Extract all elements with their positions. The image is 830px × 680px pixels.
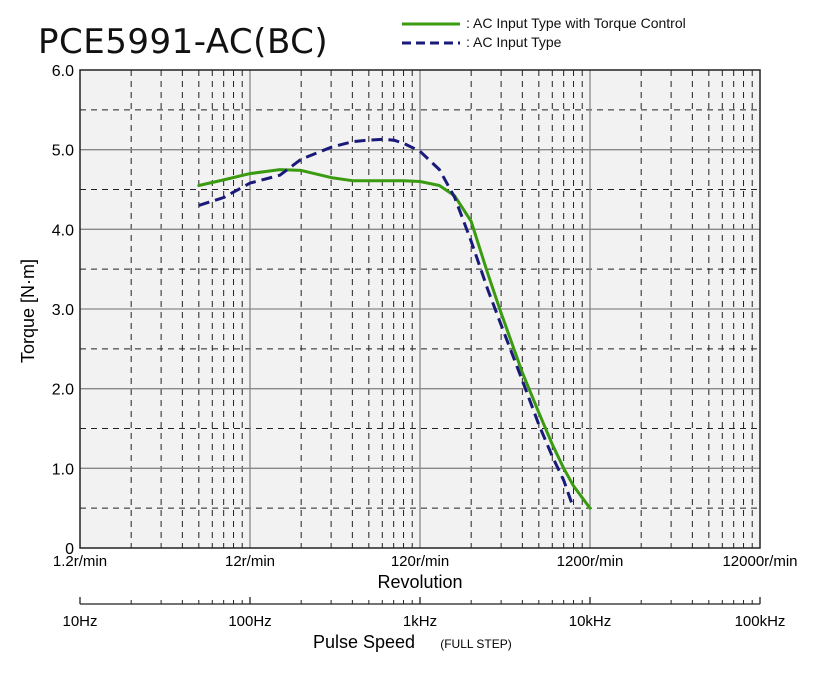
revolution-tick-label: 1200r/min [557,553,624,570]
pulse-axis-note: (FULL STEP) [440,637,512,651]
legend-label-torque-control: : AC Input Type with Torque Control [466,15,686,31]
y-tick-label: 6.0 [52,63,74,80]
y-tick-label: 0 [65,541,74,558]
revolution-tick-label: 12000r/min [722,553,797,570]
pulse-axis-label: Pulse Speed [313,632,415,652]
pulse-tick-label: 1kHz [403,613,437,630]
legend-swatch-solid [402,22,460,26]
legend: : AC Input Type with Torque Control : AC… [400,14,686,52]
pulse-tick-label: 10kHz [569,613,612,630]
legend-swatch-dashed [402,41,460,45]
series-line-ac-input [198,137,575,509]
y-tick-label: 5.0 [52,143,74,160]
y-tick-label: 1.0 [52,461,74,478]
chart-title: PCE5991-AC(BC) [38,22,329,62]
legend-item-ac-input: : AC Input Type [400,33,686,52]
pulse-tick-label: 100kHz [735,613,786,630]
pulse-tick-label: 10Hz [62,613,97,630]
revolution-tick-label: 1.2r/min [53,553,107,570]
plot-frame [79,69,761,549]
y-axis-label: Torque [N·m] [18,259,38,363]
revolution-tick-label: 120r/min [391,553,449,570]
y-tick-label: 2.0 [52,382,74,399]
pulse-tick-label: 100Hz [228,613,271,630]
y-tick-label: 3.0 [52,302,74,319]
revolution-axis-label: Revolution [377,572,462,592]
legend-label-ac-input: : AC Input Type [466,34,562,50]
revolution-tick-label: 12r/min [225,553,275,570]
legend-item-torque-control: : AC Input Type with Torque Control [400,14,686,33]
y-tick-label: 4.0 [52,222,74,239]
